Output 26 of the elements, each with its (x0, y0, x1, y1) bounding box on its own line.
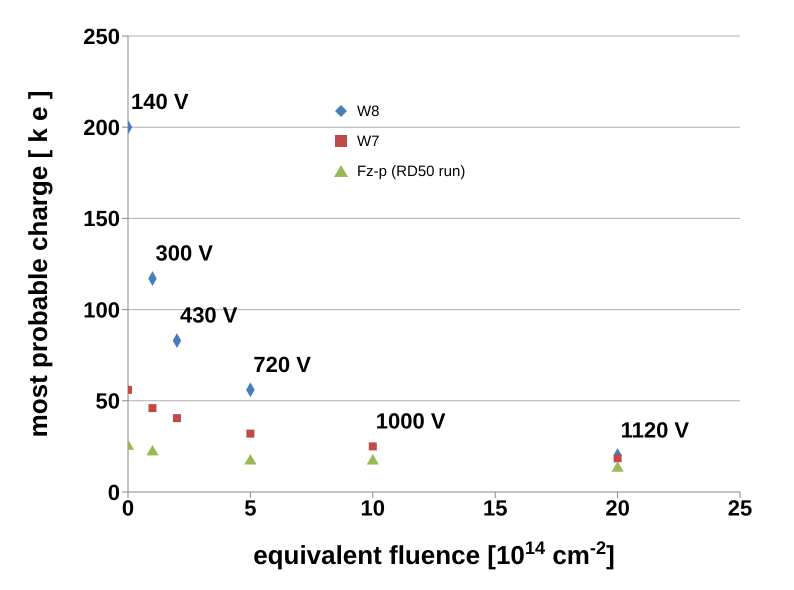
x-tick-label: 20 (605, 496, 630, 521)
y-tick-label: 200 (83, 115, 120, 140)
annotation: 1120 V (620, 418, 690, 443)
annotation: 300 V (155, 240, 214, 266)
point (368, 442, 377, 450)
annotation: 140 V (131, 89, 189, 114)
y-tick-label: 150 (83, 206, 120, 232)
x-tick-label: 25 (728, 496, 752, 521)
annotation: 1000 V (376, 408, 446, 434)
annotation: 720 V (253, 352, 312, 377)
x-axis-title: equivalent fluence [10$^{14}$ cm$^{-2}$] (253, 538, 615, 570)
x-tick-label: 5 (244, 496, 257, 521)
x-tick-label: 15 (482, 496, 508, 521)
legend-label: W8 (357, 102, 380, 120)
y-tick-label: 50 (96, 388, 120, 414)
point (172, 414, 181, 422)
point (246, 430, 254, 438)
point (148, 404, 156, 412)
legend-label: Fz-p (RD50 run) (357, 162, 466, 180)
legend-label: W7 (357, 132, 380, 150)
y-tick-label: 100 (83, 297, 120, 322)
y-axis-title: most probable charge [ k e ] (22, 90, 53, 438)
x-tick-label: 10 (360, 496, 386, 521)
y-tick-label: 0 (108, 480, 120, 505)
annotation: 430 V (180, 302, 238, 328)
y-tick-label: 250 (83, 24, 120, 49)
